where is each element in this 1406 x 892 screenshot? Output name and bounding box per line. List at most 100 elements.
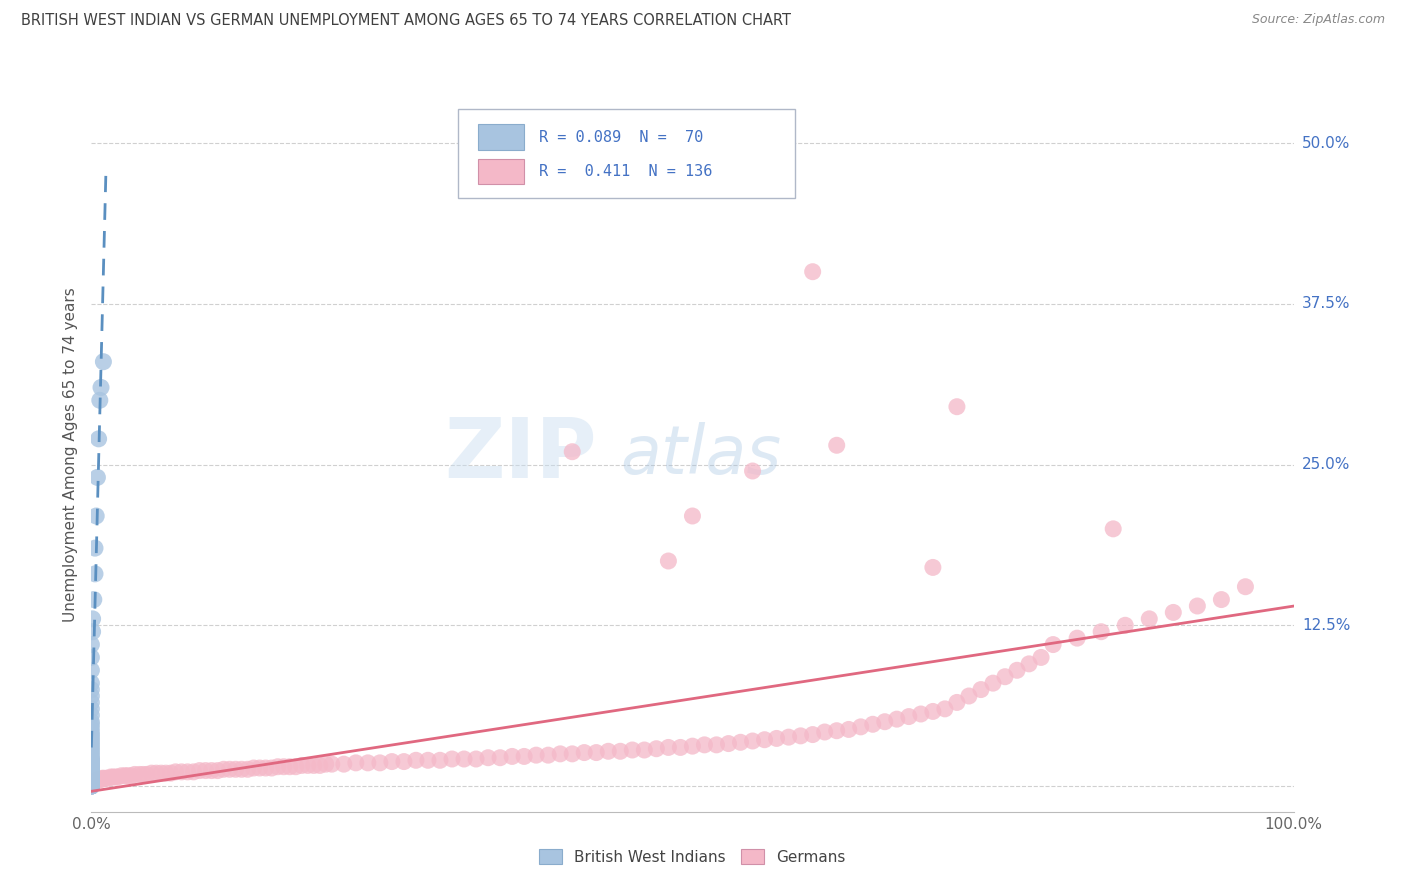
Point [89, 393, 111, 408]
Point [84, 773, 107, 788]
Point [957, 689, 980, 703]
Point [80, 663, 103, 677]
Point [86, 772, 108, 787]
Point [886, 712, 908, 726]
Point [80, 779, 103, 793]
Point [291, 758, 314, 772]
Point [357, 756, 380, 770]
Point [80, 752, 103, 766]
Point [693, 738, 716, 752]
Point [548, 747, 571, 761]
Point [657, 554, 679, 568]
Text: 12.5%: 12.5% [1302, 618, 1350, 632]
Point [260, 761, 283, 775]
Point [80, 760, 103, 774]
Point [981, 676, 1004, 690]
Text: atlas: atlas [620, 422, 782, 488]
Point [80, 638, 103, 652]
Point [82, 612, 104, 626]
Point [236, 762, 259, 776]
Point [80, 764, 103, 778]
Point [598, 744, 620, 758]
Bar [478, 159, 524, 185]
Point [120, 769, 142, 783]
Point [89, 772, 111, 787]
Point [80, 746, 103, 760]
Point [994, 670, 1017, 684]
Point [765, 731, 787, 746]
Point [80, 732, 103, 747]
Text: ZIP: ZIP [444, 415, 596, 495]
Point [80, 735, 103, 749]
Point [717, 737, 740, 751]
Text: R =  0.411  N = 136: R = 0.411 N = 136 [538, 164, 711, 179]
Point [273, 760, 295, 774]
Point [83, 775, 105, 789]
Point [80, 779, 103, 793]
Point [80, 714, 103, 729]
Point [84, 566, 107, 581]
Point [754, 732, 776, 747]
Point [440, 752, 463, 766]
Point [212, 762, 235, 776]
Point [80, 755, 103, 769]
Point [922, 560, 945, 574]
Point [1234, 580, 1257, 594]
Point [87, 772, 110, 787]
Point [80, 725, 103, 739]
Point [218, 762, 240, 776]
Point [194, 764, 217, 778]
Point [170, 764, 193, 779]
Point [80, 769, 103, 783]
Point [159, 766, 181, 780]
Point [970, 682, 993, 697]
Point [124, 767, 146, 781]
Point [825, 438, 848, 452]
Point [90, 380, 112, 394]
Point [80, 650, 103, 665]
Y-axis label: Unemployment Among Ages 65 to 74 years: Unemployment Among Ages 65 to 74 years [63, 287, 79, 623]
Point [107, 770, 129, 784]
Point [91, 772, 114, 786]
Point [278, 760, 301, 774]
Point [80, 753, 103, 767]
Point [80, 757, 103, 772]
Point [405, 753, 427, 767]
Point [1018, 657, 1040, 671]
Point [80, 770, 103, 784]
Point [80, 770, 103, 784]
Point [1137, 612, 1160, 626]
Point [155, 766, 177, 780]
Point [633, 743, 655, 757]
Point [93, 772, 115, 786]
Point [80, 779, 103, 793]
Legend: British West Indians, Germans: British West Indians, Germans [538, 849, 846, 864]
Point [574, 746, 596, 760]
Point [537, 748, 560, 763]
Point [80, 779, 103, 793]
Point [645, 741, 668, 756]
Point [80, 779, 103, 793]
Point [501, 749, 523, 764]
Point [80, 689, 103, 703]
Point [1187, 599, 1209, 613]
Point [80, 772, 103, 787]
Point [80, 740, 103, 755]
Point [778, 730, 800, 744]
Point [80, 721, 103, 735]
Point [117, 769, 139, 783]
Point [814, 725, 837, 739]
Text: 25.0%: 25.0% [1302, 457, 1350, 472]
Point [84, 773, 107, 788]
Point [1005, 663, 1028, 677]
Point [145, 766, 167, 780]
Point [93, 354, 115, 368]
Point [922, 705, 945, 719]
Point [477, 750, 499, 764]
Point [897, 709, 920, 723]
Point [254, 761, 277, 775]
Point [80, 764, 103, 779]
Point [1211, 592, 1233, 607]
Point [681, 508, 703, 523]
Point [87, 432, 110, 446]
